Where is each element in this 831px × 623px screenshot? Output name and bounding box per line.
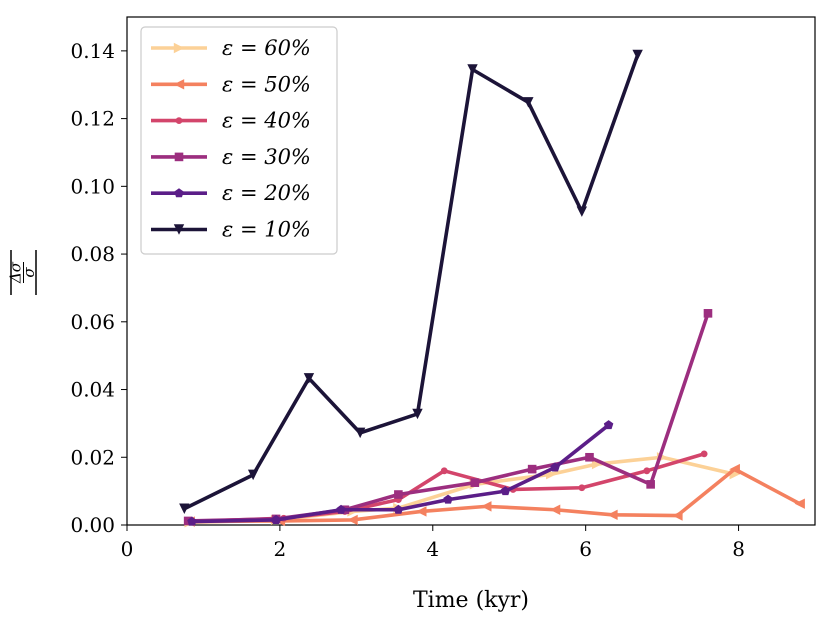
x-tick-label: 8: [732, 537, 745, 561]
x-tick-label: 6: [579, 537, 592, 561]
x-tick-label: 2: [274, 537, 287, 561]
legend-label: ε = 10%: [222, 218, 311, 242]
legend-entry: ε = 60%: [151, 36, 311, 60]
data-point: [527, 464, 537, 474]
legend-entry: ε = 40%: [151, 109, 311, 133]
legend-entry: ε = 30%: [151, 145, 311, 169]
legend-entry: ε = 50%: [151, 72, 311, 96]
y-tick-label: 0.14: [70, 39, 115, 63]
data-point: [412, 408, 423, 420]
legend-entry: ε = 20%: [151, 181, 311, 205]
legend-label: ε = 40%: [222, 109, 311, 133]
y-axis-label: Δσ σ: [7, 250, 38, 295]
data-point: [336, 504, 346, 514]
y-tick-label: 0.02: [70, 445, 115, 469]
data-point: [632, 49, 643, 61]
data-point: [354, 427, 366, 439]
data-point: [179, 503, 190, 514]
data-point: [643, 467, 651, 475]
data-point: [416, 506, 427, 517]
data-point: [393, 504, 404, 514]
data-point: [394, 490, 403, 499]
y-tick-label: 0.10: [70, 174, 115, 198]
y-axis-label-numerator: Δσ: [7, 261, 25, 284]
data-point: [549, 504, 561, 515]
series-line: [187, 467, 802, 524]
y-tick-label: 0.12: [70, 107, 115, 131]
y-tick-label: 0.04: [70, 378, 115, 402]
data-point: [303, 373, 315, 384]
data-point: [607, 509, 618, 521]
legend-label: ε = 60%: [222, 36, 311, 60]
legend-swatch-marker: [173, 224, 185, 235]
series-line: [187, 455, 737, 525]
data-point: [578, 484, 586, 492]
data-point: [603, 420, 614, 430]
series-layer: [179, 49, 805, 528]
data-point: [523, 97, 534, 108]
data-point: [703, 309, 713, 318]
data-point: [500, 486, 511, 496]
data-point: [271, 514, 281, 524]
legend-swatch-marker: [174, 188, 184, 198]
series-4: [187, 420, 614, 526]
series-line: [190, 423, 611, 524]
legend-swatch-marker: [175, 117, 183, 124]
data-point: [585, 452, 594, 462]
y-tick-label: 0.08: [70, 242, 115, 266]
data-point: [247, 469, 259, 481]
plot-border: [126, 16, 816, 526]
y-tick-label: 0.00: [70, 513, 115, 537]
y-tick-label: 0.06: [70, 310, 115, 334]
x-tick-label: 0: [121, 537, 134, 561]
plot-frame: [126, 16, 816, 526]
data-point: [187, 516, 197, 526]
data-point: [794, 498, 805, 509]
legend-entry: ε = 10%: [151, 218, 311, 242]
data-point: [443, 494, 453, 504]
data-point: [550, 462, 560, 472]
data-point: [729, 463, 740, 475]
data-point: [440, 467, 448, 475]
data-point: [646, 480, 655, 489]
x-axis-label: Time (kyr): [413, 588, 529, 613]
legend: ε = 60% ε = 50% ε = 40% ε = 30% ε = 20% ε = 1…: [140, 26, 338, 255]
legend-swatch-marker: [173, 79, 185, 90]
x-tick-label: 4: [426, 537, 439, 561]
data-point: [470, 478, 480, 487]
legend-swatch-marker: [173, 42, 185, 54]
legend-label: ε = 30%: [222, 145, 311, 169]
data-point: [481, 501, 492, 512]
data-point: [576, 206, 588, 217]
legend-label: ε = 50%: [222, 72, 311, 96]
data-point: [467, 64, 478, 75]
data-point: [672, 510, 683, 521]
y-axis-label-denominator: σ: [20, 267, 38, 278]
legend-label: ε = 20%: [222, 181, 311, 205]
series-line: [186, 311, 710, 523]
legend-swatch-marker: [174, 152, 184, 162]
data-point: [700, 450, 708, 458]
series-5: [179, 49, 643, 514]
ticks-layer: 0 2 4 6 8 0.00 0.02 0.04 0.06 0.08 0.10 0.12 0.14: [70, 39, 744, 561]
data-point: [347, 514, 358, 526]
